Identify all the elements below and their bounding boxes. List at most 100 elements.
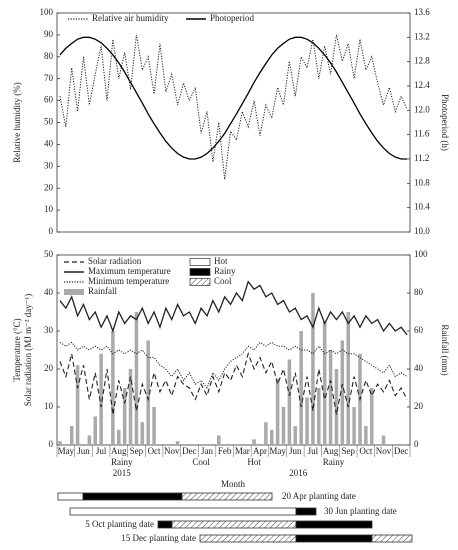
x-axis-title: Month: [221, 479, 246, 489]
y-tick-label: 50: [44, 249, 54, 259]
rain-bar: [111, 331, 115, 445]
rain-bar: [122, 388, 127, 445]
rain-bar: [305, 397, 309, 445]
y2-tick-label: 12.0: [414, 104, 430, 114]
rain-bar: [134, 312, 139, 445]
y2-tick-label: 100: [414, 249, 428, 259]
rain-bar: [252, 439, 256, 445]
rain-bar: [322, 321, 327, 445]
rain-bar: [146, 340, 150, 445]
rain-bar: [87, 435, 92, 445]
legend-label: Minimum temperature: [88, 276, 169, 286]
rain-bar: [140, 422, 145, 445]
y-tick-label: 10: [44, 204, 54, 214]
x-tick-label: Sep: [341, 446, 355, 456]
planting-label: 20 Apr planting date: [282, 491, 356, 501]
x-tick-label: Nov: [164, 446, 180, 456]
y2-tick-label: 11.6: [414, 129, 430, 139]
series-group: [58, 280, 408, 445]
rain-bar: [311, 293, 315, 445]
x-tick-label: Aug: [323, 446, 339, 456]
x-tick-label: Jan: [201, 446, 213, 456]
rain-bar: [287, 359, 292, 445]
rain-bar: [99, 353, 103, 445]
y2-tick-label: 11.2: [414, 153, 429, 163]
series-line: [59, 341, 408, 390]
rain-bar: [364, 426, 368, 445]
y-tick-label: 80: [44, 51, 54, 61]
legend-swatch: [64, 289, 84, 295]
y2-tick-label: 10.8: [414, 177, 430, 187]
rain-bar: [175, 441, 180, 445]
legend-label: Photoperiod: [210, 13, 254, 23]
x-tick-label: Jul: [308, 446, 319, 456]
season-swatch: [189, 258, 211, 266]
rain-bar: [152, 407, 156, 445]
rainy-segment: [295, 534, 373, 543]
season-label: Cool: [192, 457, 210, 467]
y-tick-label: 20: [44, 182, 54, 192]
rain-bar: [340, 340, 345, 445]
legend-label: Maximum temperature: [88, 266, 171, 276]
year-label: 2016: [289, 468, 308, 478]
rain-bar: [117, 429, 121, 445]
rain-bar: [128, 369, 133, 445]
y2-tick-label: 60: [414, 325, 424, 335]
rain-bar: [275, 378, 280, 445]
rain-bar: [352, 407, 356, 445]
rain-bar: [264, 422, 268, 445]
series-line: [59, 36, 408, 160]
legend-label: Solar radiation: [88, 256, 142, 266]
rain-bar: [217, 435, 221, 445]
y2-tick-label: 80: [414, 287, 424, 297]
season-key-label: Rainy: [214, 266, 236, 276]
rain-bar: [269, 429, 274, 445]
y-tick-label: 20: [44, 363, 54, 373]
y-tick-label: 70: [44, 73, 54, 83]
y2-tick-label: 12.4: [414, 80, 430, 90]
rain-bar: [299, 331, 303, 445]
legend-label: Rainfall: [88, 286, 117, 296]
series-line: [59, 352, 408, 415]
year-label: 2015: [113, 468, 132, 478]
rain-bar: [334, 369, 339, 445]
y-tick-label: 30: [44, 325, 54, 335]
rain-bar: [346, 312, 350, 445]
x-tick-label: Feb: [218, 446, 232, 456]
planting-label: 15 Dec planting date: [121, 533, 196, 543]
x-tick-label: May: [269, 446, 286, 456]
season-label: Rainy: [111, 457, 133, 467]
x-tick-label: Dec: [394, 446, 409, 456]
y2-tick-label: 20: [414, 401, 424, 411]
y-tick-label: 10: [44, 401, 54, 411]
hot-segment: [57, 492, 84, 501]
rain-bar: [381, 435, 386, 445]
y-axis-title: Temperature (°C): [12, 318, 22, 381]
y-tick-label: 0: [49, 226, 54, 236]
y-tick-label: 40: [44, 138, 54, 148]
x-tick-label: Oct: [148, 446, 161, 456]
y2-axis-title: Rainfall (mm): [440, 324, 450, 375]
y-axis-title: Relative humidity (%): [12, 82, 22, 162]
x-tick-label: May: [58, 446, 75, 456]
y2-axis-title: Photoperiod (h): [440, 94, 450, 151]
y2-tick-label: 10.4: [414, 202, 430, 212]
series-group: [59, 34, 408, 180]
x-tick-label: Oct: [359, 446, 372, 456]
y2-tick-label: 0: [414, 439, 419, 449]
cool-segment: [371, 534, 413, 543]
cool-segment: [171, 520, 297, 529]
rain-bar: [281, 407, 286, 445]
y-tick-label: 60: [44, 95, 54, 105]
rain-bar: [93, 416, 98, 445]
cool-segment: [181, 492, 273, 501]
y2-tick-label: 13.6: [414, 7, 430, 17]
x-tick-label: Sep: [130, 446, 144, 456]
season-label: Rainy: [323, 457, 345, 467]
season-swatch: [189, 268, 211, 276]
rain-bar: [328, 350, 333, 445]
planting-label: 30 Jun planting date: [324, 506, 397, 516]
y2-tick-label: 40: [414, 363, 424, 373]
x-tick-label: Dec: [182, 446, 197, 456]
